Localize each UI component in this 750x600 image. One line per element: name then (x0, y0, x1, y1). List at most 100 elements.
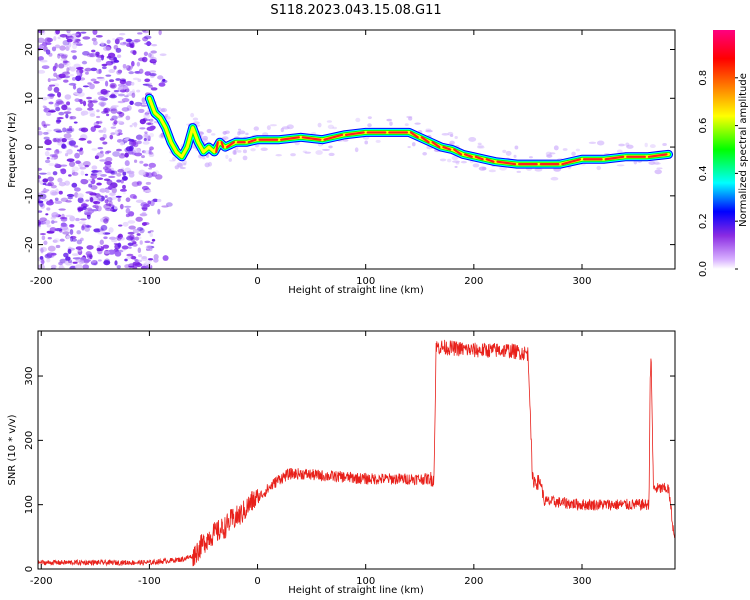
ridge-halo-speckle (206, 128, 212, 134)
noise-speckle (84, 173, 89, 176)
noise-speckle (80, 110, 89, 116)
noise-speckle (117, 83, 125, 87)
noise-speckle (47, 78, 51, 83)
noise-speckle (91, 37, 97, 42)
noise-speckle (57, 36, 61, 40)
ridge-halo-speckle (451, 155, 459, 161)
noise-speckle (51, 46, 57, 52)
ridge-halo-speckle (286, 124, 294, 130)
noise-speckle (124, 152, 129, 158)
noise-speckle (74, 98, 80, 103)
noise-speckle (100, 41, 105, 46)
ridge-halo-speckle (407, 145, 411, 149)
noise-speckle (122, 192, 126, 195)
noise-speckle (66, 107, 72, 111)
noise-speckle (148, 167, 153, 170)
noise-speckle (66, 158, 75, 162)
noise-speckle (54, 162, 60, 168)
ridge-halo-speckle (411, 142, 416, 147)
noise-speckle (122, 221, 129, 227)
noise-speckle (150, 241, 154, 244)
noise-speckle (66, 33, 72, 37)
noise-speckle (113, 120, 118, 125)
noise-speckle (69, 66, 77, 72)
noise-speckle (52, 239, 58, 243)
noise-speckle (141, 255, 148, 260)
colorbar-tick-label: 0.0 (698, 261, 709, 277)
noise-speckle (66, 61, 71, 66)
ridge-halo-speckle (332, 126, 338, 130)
noise-speckle (138, 236, 142, 240)
ridge-halo-speckle (222, 131, 227, 135)
ridge-halo-speckle (468, 137, 477, 142)
noise-speckle (66, 137, 74, 141)
ridge-halo-speckle (488, 169, 497, 173)
noise-speckle (42, 131, 49, 135)
noise-speckle (108, 227, 114, 233)
ridge-halo-speckle (222, 136, 229, 140)
noise-speckle (55, 30, 60, 35)
noise-speckle (92, 40, 98, 46)
noise-speckle (91, 49, 96, 53)
noise-speckle (112, 37, 116, 41)
noise-speckle (100, 88, 108, 95)
noise-speckle (65, 149, 72, 154)
noise-speckle (125, 115, 131, 121)
noise-speckle (96, 54, 105, 58)
spectrogram-x-tick-label: 0 (254, 276, 260, 287)
ridge-peak-segment (442, 145, 452, 151)
noise-speckle (125, 263, 134, 267)
ridge-peak-segment (409, 131, 419, 139)
noise-speckle (127, 242, 134, 247)
noise-speckle (38, 44, 44, 49)
ridge-halo-speckle (211, 133, 216, 136)
noise-speckle (80, 178, 86, 183)
noise-speckle (46, 131, 50, 135)
noise-speckle (122, 184, 126, 190)
noise-speckle (120, 179, 124, 184)
noise-speckle (53, 149, 60, 155)
ridge-halo-speckle (238, 130, 246, 135)
noise-speckle (116, 70, 122, 75)
noise-speckle (49, 78, 58, 82)
noise-speckle (69, 224, 75, 227)
ridge-peak-segment (431, 141, 441, 149)
noise-speckle (144, 132, 148, 138)
noise-speckle (42, 178, 49, 183)
noise-speckle (125, 207, 131, 214)
noise-speckle (104, 161, 112, 166)
colorbar-tick-label: 0.4 (698, 165, 709, 181)
ridge-halo-speckle (234, 146, 239, 151)
noise-speckle (140, 102, 148, 105)
ridge-peak-segment (485, 158, 495, 163)
noise-speckle (99, 188, 107, 193)
spectrogram-y-tick-label: 0 (24, 144, 35, 150)
noise-speckle (107, 249, 116, 255)
noise-speckle (127, 234, 132, 240)
noise-speckle (153, 257, 159, 263)
noise-speckle (85, 199, 90, 202)
noise-speckle (55, 188, 59, 194)
noise-speckle (73, 145, 79, 148)
noise-speckle (75, 75, 82, 82)
noise-speckle (40, 247, 44, 254)
ridge-halo-speckle (662, 142, 667, 146)
noise-speckle (126, 93, 134, 97)
noise-speckle (125, 80, 133, 86)
noise-speckle (144, 78, 151, 83)
noise-speckle (96, 69, 102, 75)
noise-speckle (75, 160, 81, 165)
noise-speckle (44, 151, 50, 157)
noise-speckle (143, 35, 152, 40)
noise-speckle (89, 52, 97, 58)
noise-speckle (158, 82, 166, 87)
noise-speckle (71, 77, 77, 81)
noise-speckle (46, 171, 51, 176)
noise-speckle (146, 126, 155, 131)
noise-speckle (110, 126, 117, 129)
noise-speckle (95, 58, 102, 63)
noise-speckle (90, 126, 96, 132)
noise-speckle (137, 32, 143, 35)
noise-speckle (77, 193, 84, 199)
